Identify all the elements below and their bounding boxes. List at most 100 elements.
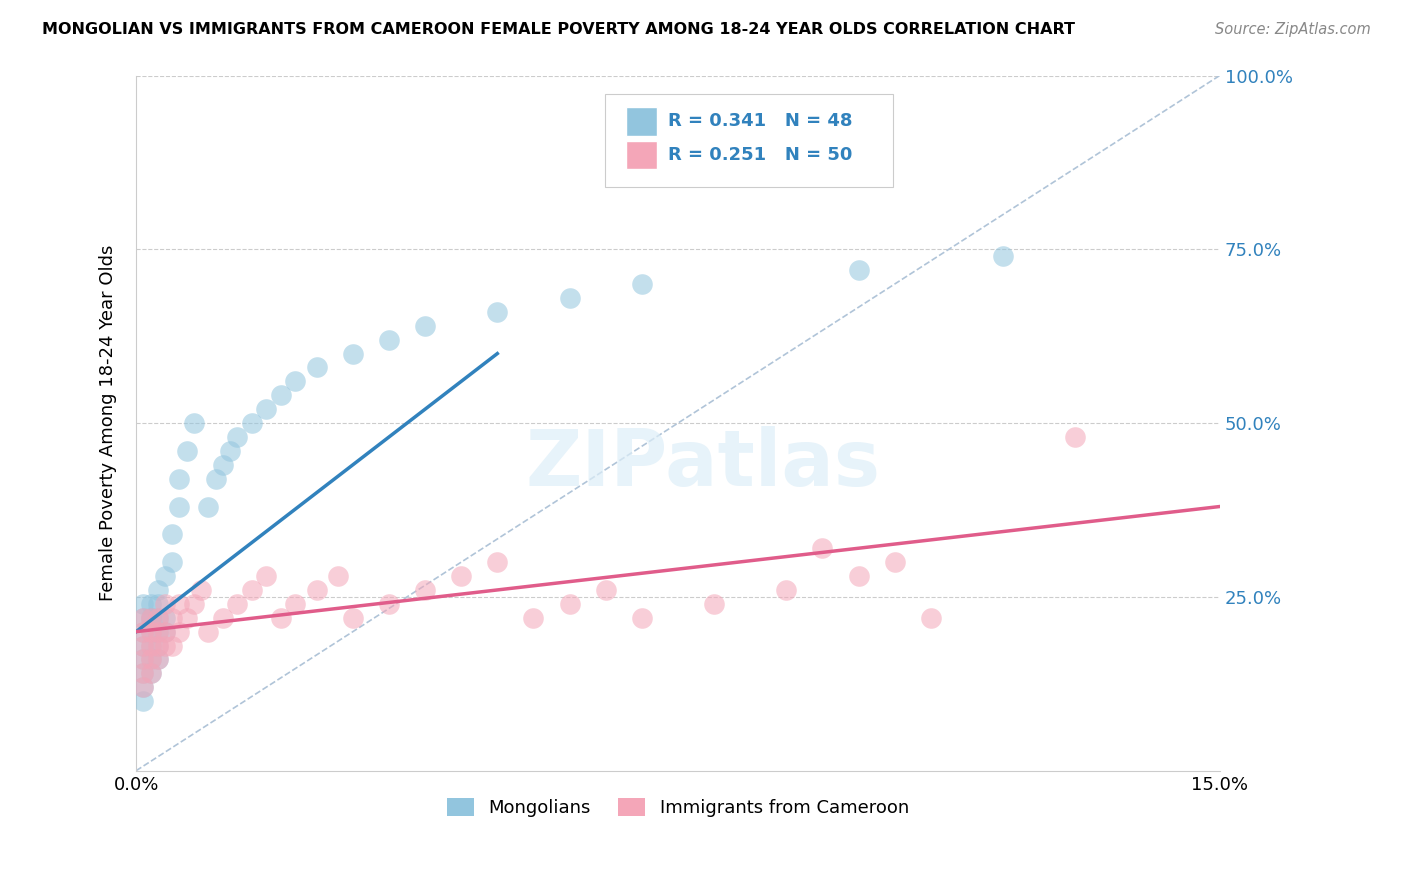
Point [153, 611, 176, 625]
Point [630, 277, 652, 291]
Point [146, 597, 169, 611]
Point [284, 375, 307, 389]
Point [160, 527, 183, 541]
Point [219, 444, 242, 458]
Y-axis label: Female Poverty Among 18-24 Year Olds: Female Poverty Among 18-24 Year Olds [100, 245, 117, 601]
Point [132, 597, 155, 611]
Legend: Mongolians, Immigrants from Cameroon: Mongolians, Immigrants from Cameroon [440, 790, 917, 824]
Point [139, 597, 162, 611]
Point [703, 597, 725, 611]
Point [146, 624, 169, 639]
Point [132, 652, 155, 666]
Point [139, 624, 162, 639]
Text: R = 0.341   N = 48: R = 0.341 N = 48 [668, 112, 852, 130]
Point [226, 430, 249, 444]
Point [146, 624, 169, 639]
Point [132, 611, 155, 625]
Point [811, 541, 834, 556]
Point [139, 639, 162, 653]
Point [190, 582, 212, 597]
Point [991, 249, 1014, 263]
Point [132, 624, 155, 639]
Point [558, 597, 581, 611]
Point [146, 611, 169, 625]
Point [139, 611, 162, 625]
Point [176, 611, 198, 625]
Point [254, 402, 277, 417]
Point [328, 569, 350, 583]
Text: R = 0.251   N = 50: R = 0.251 N = 50 [668, 146, 852, 164]
Point [139, 611, 162, 625]
Point [153, 569, 176, 583]
Point [522, 611, 544, 625]
Point [146, 639, 169, 653]
Point [413, 582, 436, 597]
Point [139, 666, 162, 681]
Point [486, 305, 509, 319]
Point [197, 624, 219, 639]
Point [176, 444, 198, 458]
Point [342, 611, 364, 625]
Point [848, 569, 870, 583]
Point [1064, 430, 1087, 444]
Point [920, 611, 942, 625]
Point [132, 624, 155, 639]
Point [139, 666, 162, 681]
Point [146, 652, 169, 666]
Point [378, 597, 401, 611]
Point [486, 555, 509, 569]
Point [204, 472, 226, 486]
Point [153, 639, 176, 653]
Point [775, 582, 797, 597]
Point [139, 652, 162, 666]
Point [183, 416, 205, 430]
Point [254, 569, 277, 583]
Point [160, 555, 183, 569]
Point [450, 569, 472, 583]
Point [132, 639, 155, 653]
Point [132, 680, 155, 694]
Point [305, 582, 328, 597]
Point [378, 333, 401, 347]
Point [284, 597, 307, 611]
Point [342, 346, 364, 360]
Point [240, 416, 263, 430]
Point [226, 597, 249, 611]
Point [132, 666, 155, 681]
Point [169, 500, 191, 514]
Point [169, 472, 191, 486]
Text: MONGOLIAN VS IMMIGRANTS FROM CAMEROON FEMALE POVERTY AMONG 18-24 YEAR OLDS CORRE: MONGOLIAN VS IMMIGRANTS FROM CAMEROON FE… [42, 22, 1076, 37]
Point [153, 597, 176, 611]
Point [132, 639, 155, 653]
Point [146, 652, 169, 666]
Point [197, 500, 219, 514]
Point [139, 652, 162, 666]
Point [146, 611, 169, 625]
Text: Source: ZipAtlas.com: Source: ZipAtlas.com [1215, 22, 1371, 37]
Point [595, 582, 617, 597]
Point [132, 611, 155, 625]
Point [169, 597, 191, 611]
Point [160, 611, 183, 625]
Point [169, 624, 191, 639]
Text: ZIPatlas: ZIPatlas [526, 425, 880, 502]
Point [305, 360, 328, 375]
Point [883, 555, 905, 569]
Point [413, 318, 436, 333]
Point [139, 624, 162, 639]
Point [270, 388, 292, 402]
Point [132, 652, 155, 666]
Point [139, 611, 162, 625]
Point [270, 611, 292, 625]
Point [240, 582, 263, 597]
Point [132, 666, 155, 681]
Point [848, 263, 870, 277]
Point [153, 624, 176, 639]
Point [132, 680, 155, 694]
Point [146, 639, 169, 653]
Point [630, 611, 652, 625]
Point [211, 611, 233, 625]
Point [146, 582, 169, 597]
Point [160, 639, 183, 653]
Point [183, 597, 205, 611]
